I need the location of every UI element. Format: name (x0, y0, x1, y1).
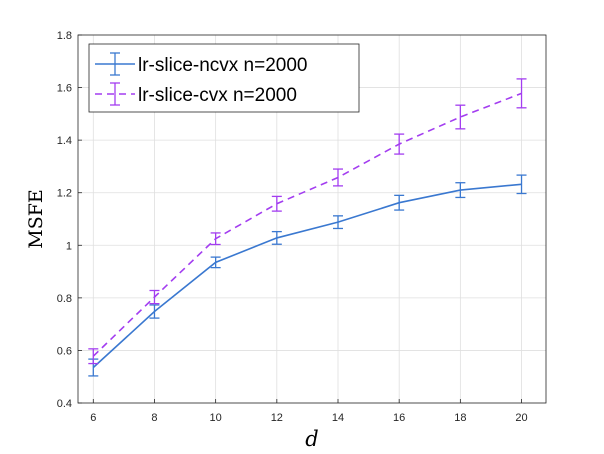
legend-label: lr-slice-cvx n=2000 (138, 85, 297, 106)
x-tick-label: 12 (271, 412, 283, 424)
x-tick-label: 14 (332, 412, 344, 424)
error-bar (333, 168, 343, 187)
series-1 (88, 174, 527, 377)
legend-entry: lr-slice-cvx n=2000 (95, 82, 297, 106)
legend-label: lr-slice-ncvx n=2000 (138, 55, 308, 76)
y-tick-label: 1.6 (57, 83, 72, 95)
y-tick-label: 1.8 (57, 30, 72, 42)
x-tick-label: 6 (90, 412, 96, 424)
y-tick-label: 0.4 (57, 398, 72, 410)
y-tick-label: 1.2 (57, 188, 72, 200)
error-bar (149, 304, 160, 319)
error-bar (455, 182, 466, 199)
error-bar (455, 104, 466, 130)
x-axis-title: d (305, 427, 318, 451)
x-tick-label: 8 (151, 412, 157, 424)
series-2 (88, 78, 527, 365)
ticks: 6 8 10 12 14 16 18 20 0.4 0.6 0.8 1 1.2 1.4 1.6 1.8 (57, 30, 528, 424)
y-axis-title: MSFE (25, 189, 47, 249)
x-tick-label: 20 (515, 412, 527, 424)
series-line (92, 92, 522, 357)
error-bar (271, 195, 282, 212)
legend-box (88, 43, 360, 113)
x-tick-label: 16 (393, 412, 405, 424)
error-bar (333, 215, 343, 230)
series-layer (88, 78, 527, 377)
y-tick-label: 1 (66, 240, 72, 252)
error-bar (516, 78, 527, 109)
legend-entry: lr-slice-ncvx n=2000 (95, 52, 308, 76)
error-bar (88, 348, 99, 365)
series-line (92, 183, 522, 369)
error-bar (210, 256, 221, 269)
error-bar (394, 133, 405, 155)
error-bar (149, 289, 160, 305)
y-tick-label: 0.8 (57, 293, 72, 305)
error-bar (394, 194, 405, 211)
error-bar (516, 174, 527, 195)
x-tick-label: 18 (454, 412, 466, 424)
plot-frame (77, 34, 547, 404)
error-bar (271, 230, 282, 245)
error-bar (210, 232, 221, 246)
y-tick-label: 0.6 (57, 345, 72, 357)
x-tick-label: 10 (210, 412, 222, 424)
y-tick-label: 1.4 (57, 135, 72, 147)
legend: lr-slice-ncvx n=2000 lr-slice-cvx n=2000 (88, 43, 360, 113)
